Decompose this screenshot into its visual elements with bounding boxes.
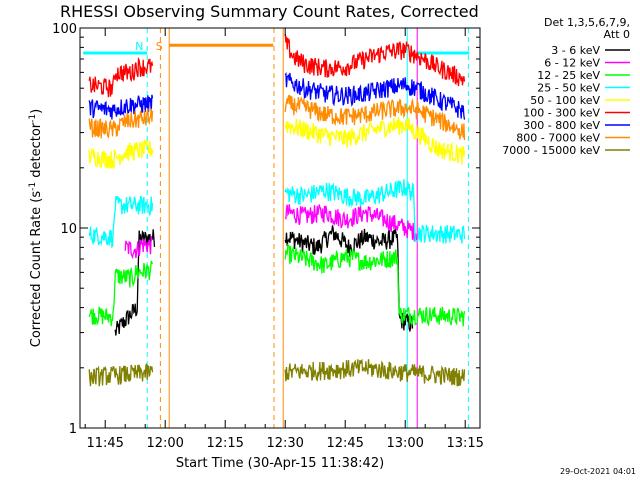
- x-tick-label-1: 12:00: [146, 436, 183, 451]
- series-line-1-0: [124, 235, 153, 260]
- x-axis-label: Start Time (30-Apr-15 11:38:42): [176, 456, 384, 471]
- series-line-6-0: [88, 94, 154, 120]
- x-tick-label-0: 11:45: [86, 436, 123, 451]
- series-line-4-1: [284, 116, 466, 165]
- data-series: [88, 33, 466, 387]
- y-axis-ticks: 1 10 100: [52, 22, 480, 437]
- y-tick-label-0: 1: [69, 422, 77, 437]
- x-tick-label-6: 13:15: [446, 436, 483, 451]
- legend-label-2: 12 - 25 keV: [537, 69, 600, 82]
- x-tick-label-3: 12:30: [266, 436, 303, 451]
- series-line-0-1: [284, 225, 414, 333]
- series-line-6-1: [284, 71, 466, 120]
- y-axis-label: Corrected Count Rate (s-1 detector-1): [28, 109, 44, 347]
- series-line-1-1: [284, 204, 418, 242]
- series-line-7-1: [284, 94, 466, 141]
- horizontal-bars: [83, 43, 470, 55]
- x-tick-label-2: 12:15: [206, 436, 243, 451]
- series-6: [88, 71, 466, 120]
- footer-date: 29-Oct-2021 04:01: [560, 467, 636, 476]
- legend-label-8: 7000 - 15000 keV: [502, 144, 600, 157]
- marker-1: S: [156, 40, 163, 53]
- legend-label-4: 50 - 100 keV: [530, 94, 600, 107]
- series-1: [124, 204, 418, 260]
- y-tick-label-1: 10: [60, 222, 77, 237]
- legend-label-0: 3 - 6 keV: [551, 44, 600, 57]
- series-line-4-0: [88, 139, 154, 169]
- series-4: [88, 116, 466, 169]
- series-8: [88, 358, 466, 387]
- legend-label-1: 6 - 12 keV: [544, 57, 600, 70]
- series-line-2-1: [284, 243, 418, 327]
- series-5: [88, 33, 466, 98]
- series-line-3-1: [284, 179, 466, 244]
- legend-label-3: 25 - 50 keV: [537, 82, 600, 95]
- marker-0: N: [135, 40, 143, 53]
- series-line-8-0: [88, 363, 154, 387]
- legend-label-5: 100 - 300 keV: [523, 107, 600, 120]
- legend-label-6: 300 - 800 keV: [523, 119, 600, 132]
- series-line-5-0: [88, 56, 154, 98]
- legend-label-7: 800 - 7000 keV: [516, 132, 600, 145]
- series-line-7-0: [88, 107, 154, 139]
- y-tick-label-2: 100: [52, 22, 77, 37]
- series-7: [88, 94, 466, 141]
- series-line-5-1: [284, 33, 466, 87]
- series-line-3-0: [88, 195, 154, 249]
- x-axis-ticks: 11:45 12:00 12:15 12:30 12:45 13:00 13:15: [84, 28, 484, 451]
- series-2: [88, 243, 466, 327]
- series-line-8-1: [284, 358, 466, 387]
- x-tick-label-5: 13:00: [386, 436, 423, 451]
- x-tick-label-4: 12:45: [326, 436, 363, 451]
- legend-header-line2: Att 0: [604, 28, 630, 41]
- legend-header-line1: Det 1,3,5,6,7,9,: [544, 16, 630, 29]
- series-line-2-0: [88, 260, 154, 327]
- series-line-2-2: [416, 306, 466, 327]
- series-3: [88, 179, 466, 249]
- chart-title: RHESSI Observing Summary Count Rates, Co…: [60, 2, 479, 21]
